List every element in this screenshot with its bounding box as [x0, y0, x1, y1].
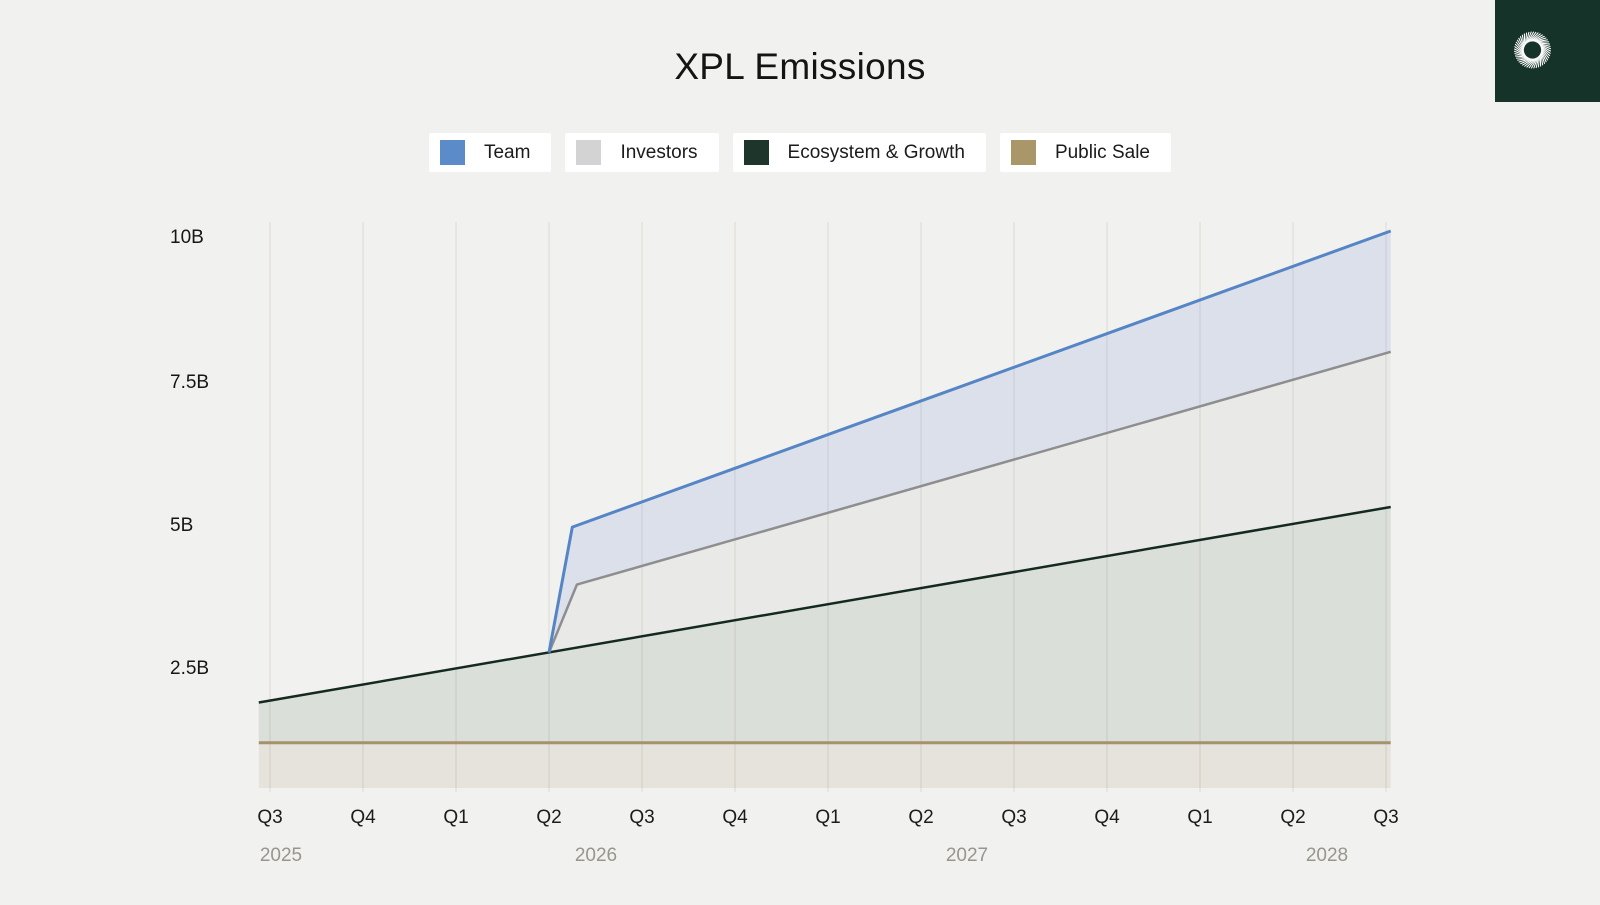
y-axis-labels: 10B 7.5B 5B 2.5B	[170, 227, 209, 679]
svg-text:Q4: Q4	[350, 807, 376, 828]
svg-text:Q1: Q1	[1187, 807, 1212, 828]
svg-text:Q3: Q3	[1373, 807, 1398, 828]
svg-text:2025: 2025	[260, 845, 302, 866]
svg-text:2.5B: 2.5B	[170, 658, 209, 679]
svg-text:Q1: Q1	[443, 807, 468, 828]
svg-text:Q3: Q3	[1001, 807, 1026, 828]
svg-text:Q4: Q4	[722, 807, 748, 828]
public-sale-area	[259, 743, 1391, 788]
svg-text:2026: 2026	[575, 845, 617, 866]
svg-text:Q3: Q3	[629, 807, 654, 828]
svg-text:5B: 5B	[170, 515, 193, 536]
svg-text:2028: 2028	[1306, 845, 1348, 866]
svg-text:Q3: Q3	[257, 807, 282, 828]
svg-text:10B: 10B	[170, 227, 204, 248]
x-axis-labels: Q3 Q4 Q1 Q2 Q3 Q4 Q1 Q2 Q3 Q4 Q1 Q2 Q3	[257, 807, 1398, 828]
svg-text:Q2: Q2	[908, 807, 933, 828]
svg-text:Q2: Q2	[536, 807, 561, 828]
svg-text:7.5B: 7.5B	[170, 372, 209, 393]
svg-text:2027: 2027	[946, 845, 988, 866]
svg-text:Q1: Q1	[815, 807, 840, 828]
x-axis-year-labels: 2025 2026 2027 2028	[260, 845, 1348, 866]
svg-text:Q4: Q4	[1094, 807, 1120, 828]
series-areas	[259, 231, 1391, 788]
svg-text:Q2: Q2	[1280, 807, 1305, 828]
